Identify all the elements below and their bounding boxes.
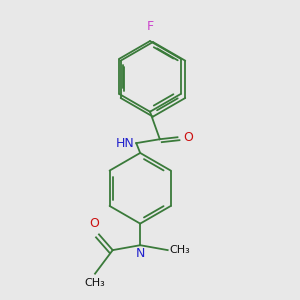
- Text: HN: HN: [116, 136, 134, 150]
- Text: N: N: [136, 247, 145, 260]
- Text: O: O: [89, 218, 99, 230]
- Text: CH₃: CH₃: [169, 245, 190, 255]
- Text: O: O: [183, 131, 193, 144]
- Text: CH₃: CH₃: [85, 278, 105, 288]
- Text: F: F: [146, 20, 154, 33]
